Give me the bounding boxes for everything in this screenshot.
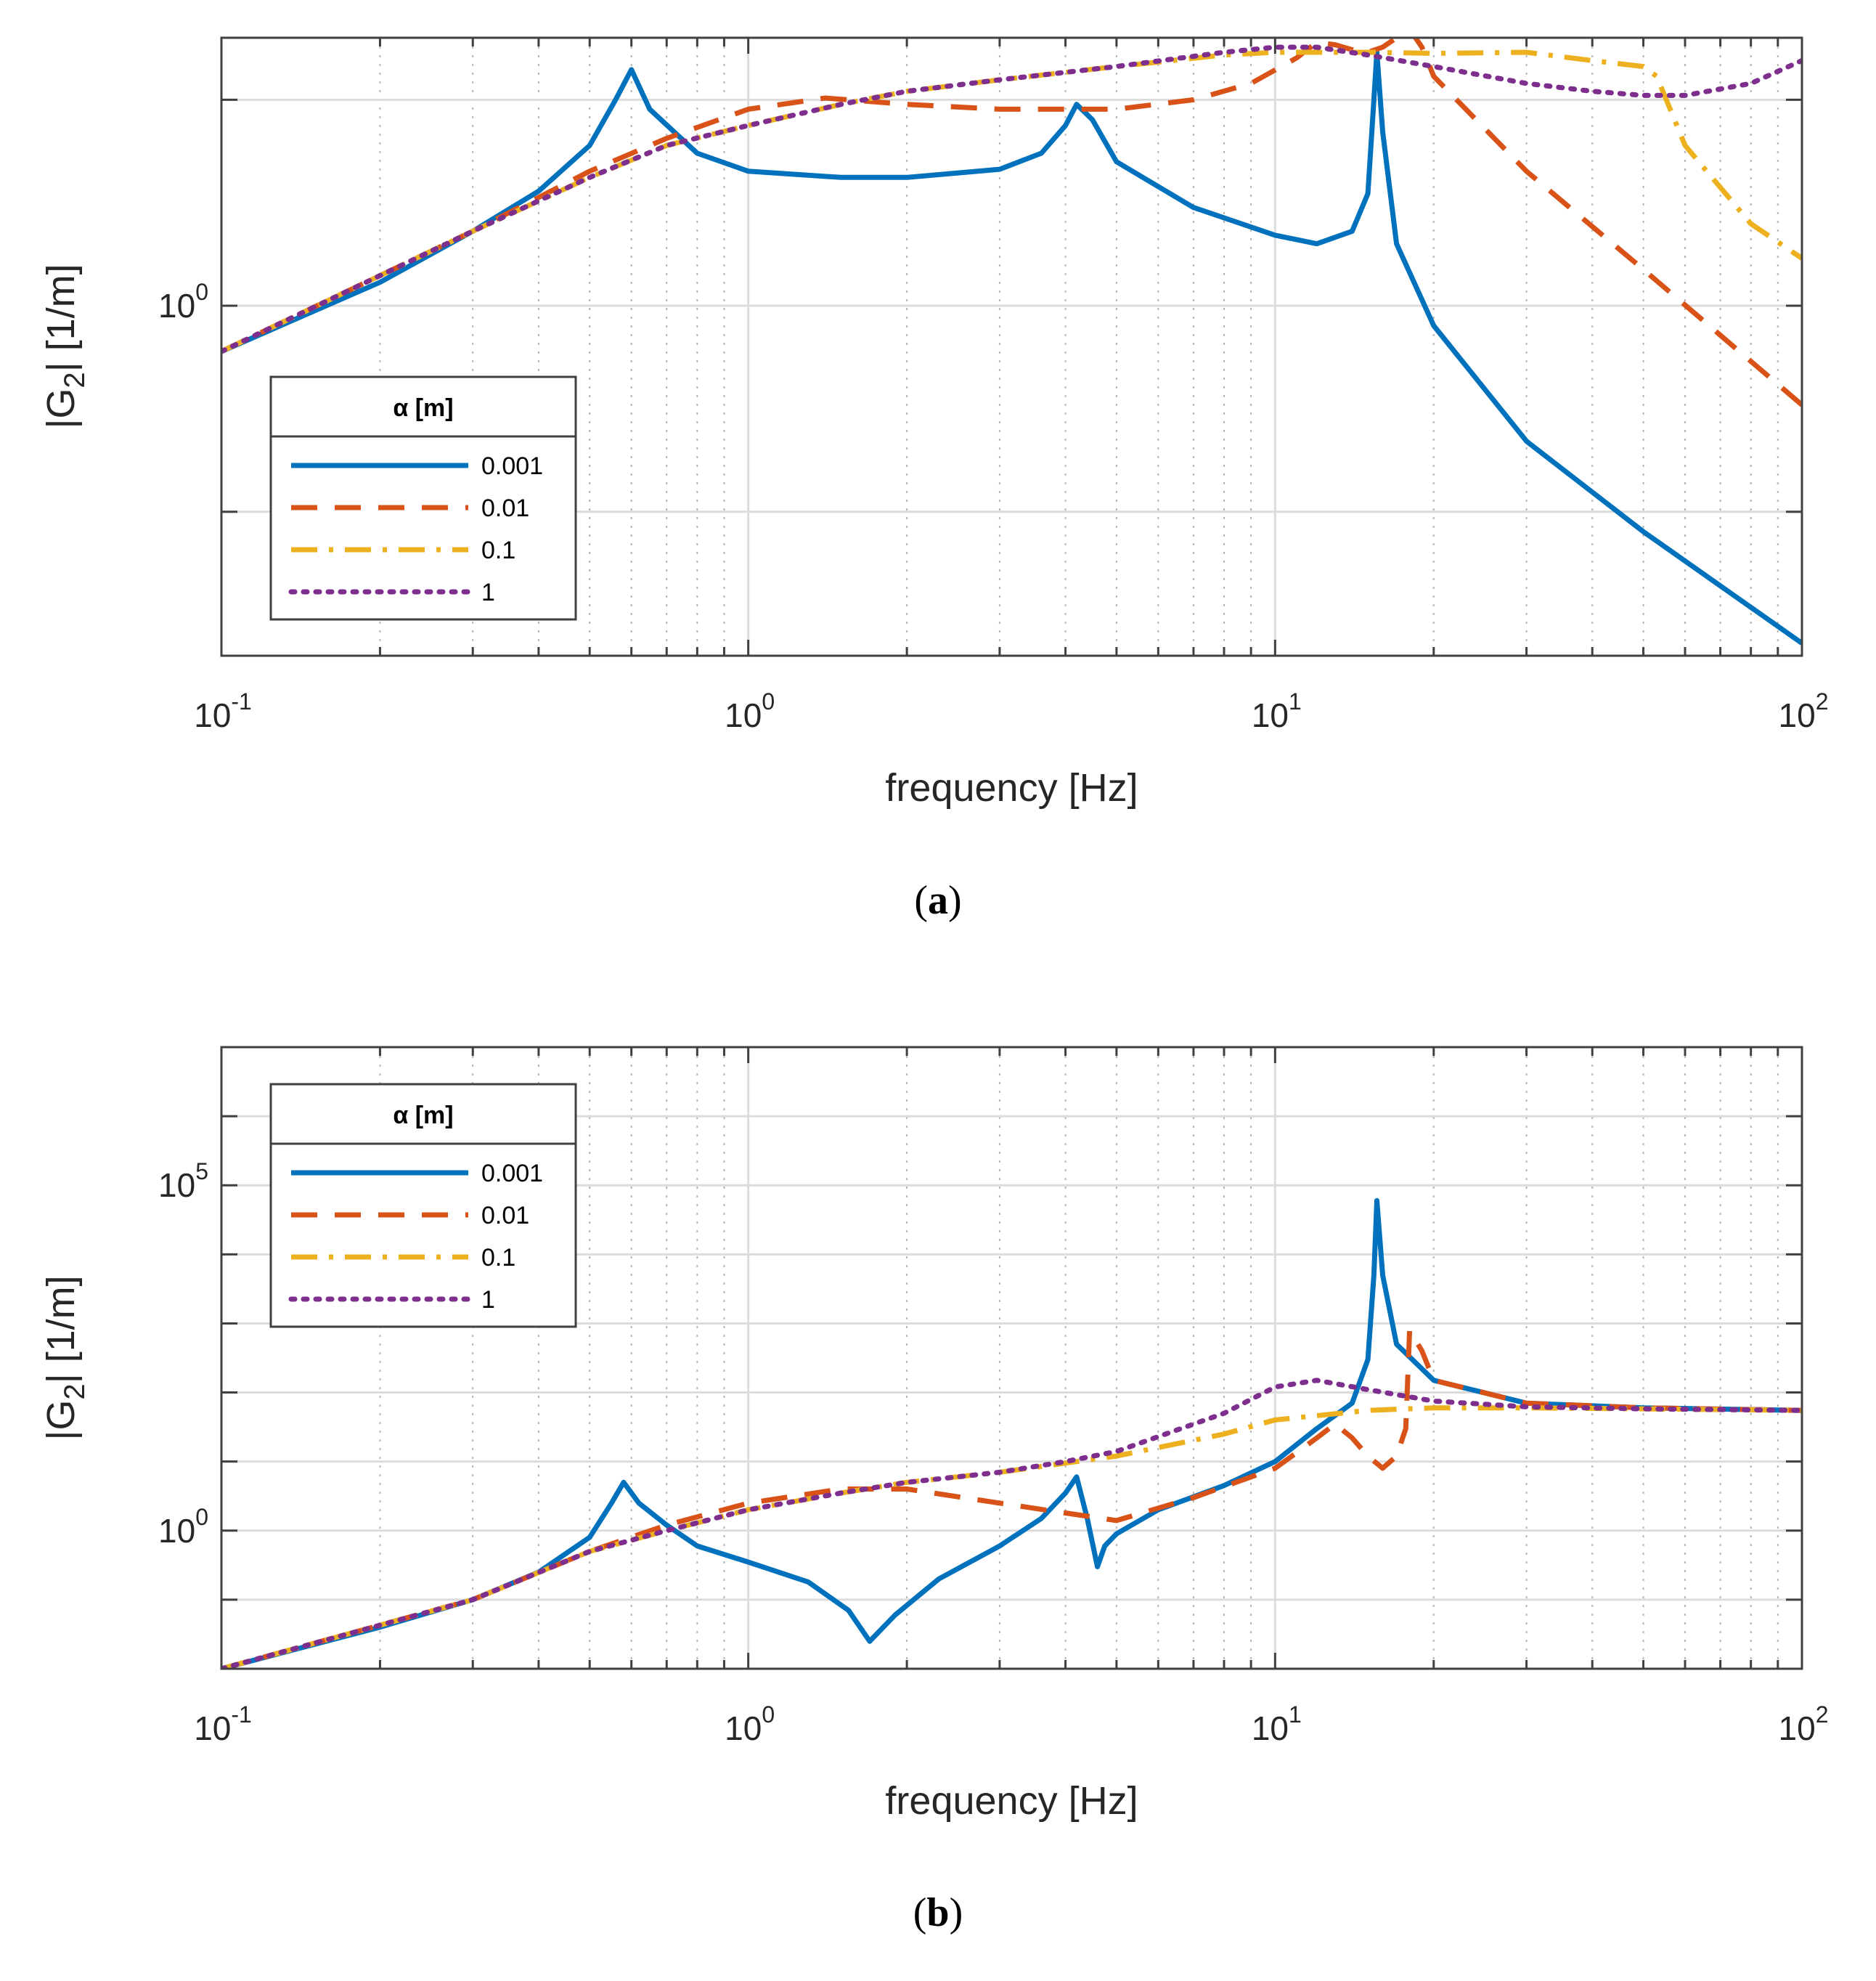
chart-panel-a: 10-1 100 101 102 100 frequency [Hz] |G2| [1/m]…	[39, 36, 1829, 923]
x-tick-label: 101	[1252, 1701, 1302, 1747]
chart-panel-b: 10-1 100 101 102 100 105 frequency [Hz] |G2| [1…	[39, 1046, 1829, 1935]
series-line-0.001	[221, 49, 1802, 646]
series-line-0.01	[221, 38, 1802, 407]
series-line-1	[221, 1378, 1802, 1669]
y-tick-label: 105	[158, 1158, 208, 1204]
legend-title: α [m]	[393, 1102, 453, 1129]
axes-box	[220, 1046, 1803, 1670]
plot-area	[221, 1197, 1802, 1669]
legend-label-0.01: 0.01	[481, 495, 529, 522]
series-line-1	[221, 44, 1802, 354]
legend-label-1: 1	[481, 1286, 495, 1314]
panel-caption: (a)	[914, 878, 961, 923]
legend-label-0.001: 0.001	[481, 1160, 543, 1187]
legend-title: α [m]	[393, 394, 453, 422]
x-axis-label: frequency [Hz]	[885, 1779, 1138, 1823]
legend-box	[269, 375, 577, 621]
legend: α [m] 0.001 0.01 0.1 1	[269, 375, 577, 621]
y-tick-label: 100	[158, 1504, 208, 1550]
legend: α [m] 0.001 0.01 0.1 1	[269, 1083, 577, 1328]
legend-box	[269, 1083, 577, 1328]
legend-label-0.01: 0.01	[481, 1202, 529, 1229]
legend-label-0.1: 0.1	[481, 537, 515, 564]
legend-label-1: 1	[481, 579, 495, 606]
x-tick-label: 102	[1779, 1701, 1829, 1747]
series-line-0.001	[221, 1197, 1802, 1669]
x-tick-label: 10-1	[194, 1701, 252, 1747]
series-line-0.01	[221, 1327, 1802, 1669]
y-axis-label: |G2| [1/m]	[39, 264, 91, 428]
axes-box	[220, 36, 1803, 657]
x-axis-label: frequency [Hz]	[885, 766, 1138, 810]
x-tick-label: 101	[1252, 688, 1302, 734]
legend-label-0.001: 0.001	[481, 452, 543, 480]
x-tick-label: 10-1	[194, 688, 252, 734]
axes: 10-1 100 101 102 100 105	[158, 1046, 1829, 1747]
panel-caption: (b)	[913, 1890, 963, 1935]
axes: 10-1 100 101 102 100	[158, 36, 1829, 734]
plot-area	[221, 38, 1802, 646]
x-tick-label: 100	[725, 1701, 775, 1747]
legend-label-0.1: 0.1	[481, 1244, 515, 1272]
y-axis-label: |G2| [1/m]	[39, 1275, 91, 1440]
x-tick-label: 100	[725, 688, 775, 734]
y-tick-label: 100	[158, 279, 208, 325]
x-tick-label: 102	[1779, 688, 1829, 734]
